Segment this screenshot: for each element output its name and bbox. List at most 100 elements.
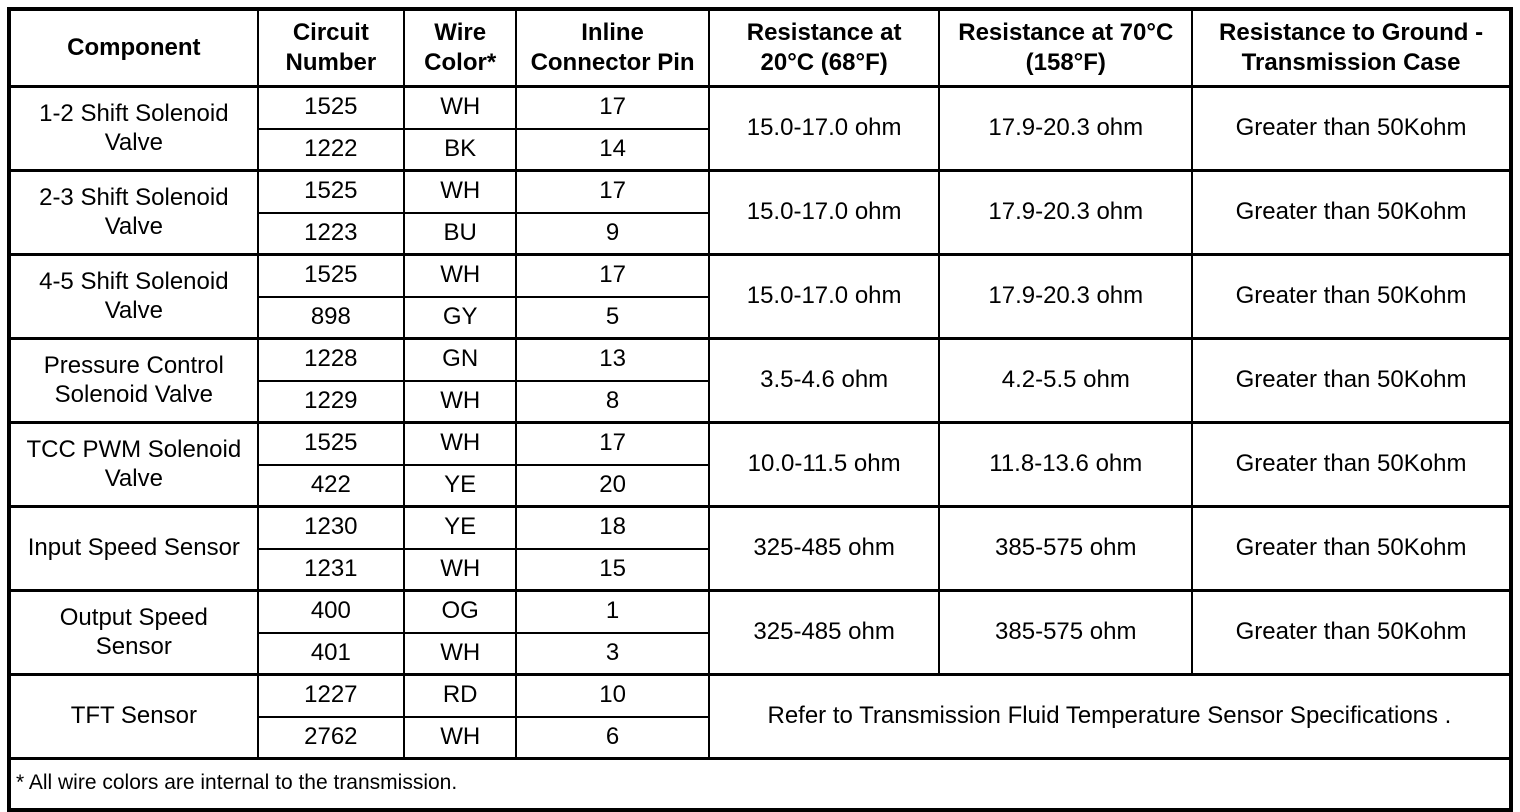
component-subrow: 898 GY 5	[9, 295, 1511, 340]
table-body: 1-2 Shift Solenoid Valve 1525 WH 17 15.0-17.…	[8, 85, 1513, 760]
component-cell: Pressure Control Solenoid Valve	[8, 337, 259, 424]
circuit-number-cell: 400	[256, 589, 406, 634]
connector-pin-cell: 18	[515, 505, 710, 550]
resistance-ground-cell: Greater than 50Kohm	[1191, 505, 1512, 592]
wire-color-cell: WH	[403, 547, 518, 592]
wire-color-cell: YE	[403, 505, 518, 550]
resistance-ground-cell: Greater than 50Kohm	[1191, 169, 1512, 256]
table-header: Component Circuit Number Wire Color* Inl…	[8, 8, 1512, 88]
wire-color-cell: WH	[403, 85, 518, 130]
connector-pin-cell: 10	[515, 673, 710, 718]
connector-pin-cell: 9	[515, 211, 710, 256]
connector-pin-cell: 14	[515, 127, 710, 172]
resistance-ground-cell: Greater than 50Kohm	[1191, 337, 1512, 424]
circuit-number-cell: 1230	[256, 505, 406, 550]
wire-color-cell: WH	[403, 169, 518, 214]
resistance-70c-cell: 385-575 ohm	[938, 505, 1194, 592]
circuit-number-cell: 1228	[256, 337, 406, 382]
component-row: Output Speed Sensor 400 OG 1 325-485 ohm 385-…	[8, 589, 1512, 676]
resistance-ground-cell: Greater than 50Kohm	[1191, 253, 1512, 340]
wire-color-cell: WH	[403, 421, 518, 466]
resistance-70c-cell: 385-575 ohm	[938, 589, 1194, 676]
col-header-resistance-20c: Resistance at 20°C (68°F)	[707, 8, 941, 88]
connector-pin-cell: 3	[515, 631, 710, 676]
wire-color-cell: WH	[403, 715, 518, 760]
resistance-70c-cell: 11.8-13.6 ohm	[938, 421, 1194, 508]
component-cell: TFT Sensor	[8, 673, 259, 760]
header-row: Component Circuit Number Wire Color* Inl…	[8, 8, 1512, 88]
connector-pin-cell: 15	[515, 547, 710, 592]
component-subrow: 401 WH 3	[9, 631, 1511, 676]
wire-color-cell: WH	[403, 379, 518, 424]
circuit-number-cell: 2762	[256, 715, 406, 760]
component-subrow: 422 YE 20	[9, 463, 1511, 508]
resistance-20c-cell: 15.0-17.0 ohm	[707, 169, 941, 256]
wire-color-cell: WH	[403, 631, 518, 676]
wire-color-cell: WH	[403, 253, 518, 298]
resistance-20c-cell: 10.0-11.5 ohm	[707, 421, 941, 508]
resistance-20c-cell: 325-485 ohm	[707, 589, 941, 676]
resistance-70c-cell: 17.9-20.3 ohm	[938, 169, 1194, 256]
resistance-spec-table: Component Circuit Number Wire Color* Inl…	[7, 7, 1513, 812]
connector-pin-cell: 17	[515, 85, 710, 130]
col-header-circuit-number: Circuit Number	[256, 8, 406, 88]
circuit-number-cell: 1525	[256, 421, 406, 466]
component-cell: 1-2 Shift Solenoid Valve	[8, 85, 259, 172]
component-subrow: 2762 WH 6	[9, 715, 1511, 760]
connector-pin-cell: 20	[515, 463, 710, 508]
footnote-row: * All wire colors are internal to the tr…	[8, 757, 1512, 811]
circuit-number-cell: 422	[256, 463, 406, 508]
col-header-wire-color: Wire Color*	[403, 8, 518, 88]
connector-pin-cell: 8	[515, 379, 710, 424]
component-cell: TCC PWM Solenoid Valve	[8, 421, 259, 508]
resistance-70c-cell: 17.9-20.3 ohm	[938, 253, 1194, 340]
resistance-20c-cell: 3.5-4.6 ohm	[707, 337, 941, 424]
resistance-20c-cell: 325-485 ohm	[707, 505, 941, 592]
col-header-inline-connector-pin: Inline Connector Pin	[515, 8, 710, 88]
circuit-number-cell: 898	[256, 295, 406, 340]
component-cell: 4-5 Shift Solenoid Valve	[8, 253, 259, 340]
circuit-number-cell: 1227	[256, 673, 406, 718]
resistance-ground-cell: Greater than 50Kohm	[1191, 589, 1512, 676]
wire-color-cell: YE	[403, 463, 518, 508]
component-subrow: 1223 BU 9	[9, 211, 1511, 256]
component-subrow: 1229 WH 8	[9, 379, 1511, 424]
resistance-20c-cell: 15.0-17.0 ohm	[707, 85, 941, 172]
connector-pin-cell: 17	[515, 169, 710, 214]
component-cell: 2-3 Shift Solenoid Valve	[8, 169, 259, 256]
component-row: Pressure Control Solenoid Valve 1228 GN 13 3…	[8, 337, 1512, 424]
connector-pin-cell: 17	[515, 253, 710, 298]
component-subrow: 1231 WH 15	[9, 547, 1511, 592]
circuit-number-cell: 1231	[256, 547, 406, 592]
wire-color-cell: RD	[403, 673, 518, 718]
component-row: TCC PWM Solenoid Valve 1525 WH 17 10.0-11.5 …	[8, 421, 1512, 508]
component-row: 4-5 Shift Solenoid Valve 1525 WH 17 15.0-17.…	[8, 253, 1512, 340]
connector-pin-cell: 1	[515, 589, 710, 634]
component-row: 1-2 Shift Solenoid Valve 1525 WH 17 15.0-17.…	[8, 85, 1512, 172]
col-header-resistance-ground: Resistance to Ground - Transmission Case	[1191, 8, 1512, 88]
wire-color-cell: OG	[403, 589, 518, 634]
circuit-number-cell: 1229	[256, 379, 406, 424]
tft-note-cell: Refer to Transmission Fluid Temperature …	[707, 673, 1513, 760]
wire-color-cell: BU	[403, 211, 518, 256]
resistance-70c-cell: 4.2-5.5 ohm	[938, 337, 1194, 424]
circuit-number-cell: 1525	[256, 85, 406, 130]
wire-color-cell: GN	[403, 337, 518, 382]
component-row: 2-3 Shift Solenoid Valve 1525 WH 17 15.0-17.…	[8, 169, 1512, 256]
component-cell: Input Speed Sensor	[8, 505, 259, 592]
table-footer: * All wire colors are internal to the tr…	[8, 757, 1512, 811]
connector-pin-cell: 6	[515, 715, 710, 760]
component-subrow: 1222 BK 14	[9, 127, 1511, 172]
component-row: Input Speed Sensor 1230 YE 18 325-485 ohm 385…	[8, 505, 1512, 592]
resistance-20c-cell: 15.0-17.0 ohm	[707, 253, 941, 340]
circuit-number-cell: 1525	[256, 253, 406, 298]
resistance-ground-cell: Greater than 50Kohm	[1191, 85, 1512, 172]
component-cell: Output Speed Sensor	[8, 589, 259, 676]
wire-color-cell: GY	[403, 295, 518, 340]
connector-pin-cell: 13	[515, 337, 710, 382]
col-header-component: Component	[8, 8, 259, 88]
footnote-text: * All wire colors are internal to the tr…	[8, 757, 1512, 811]
wire-color-cell: BK	[403, 127, 518, 172]
resistance-ground-cell: Greater than 50Kohm	[1191, 421, 1512, 508]
